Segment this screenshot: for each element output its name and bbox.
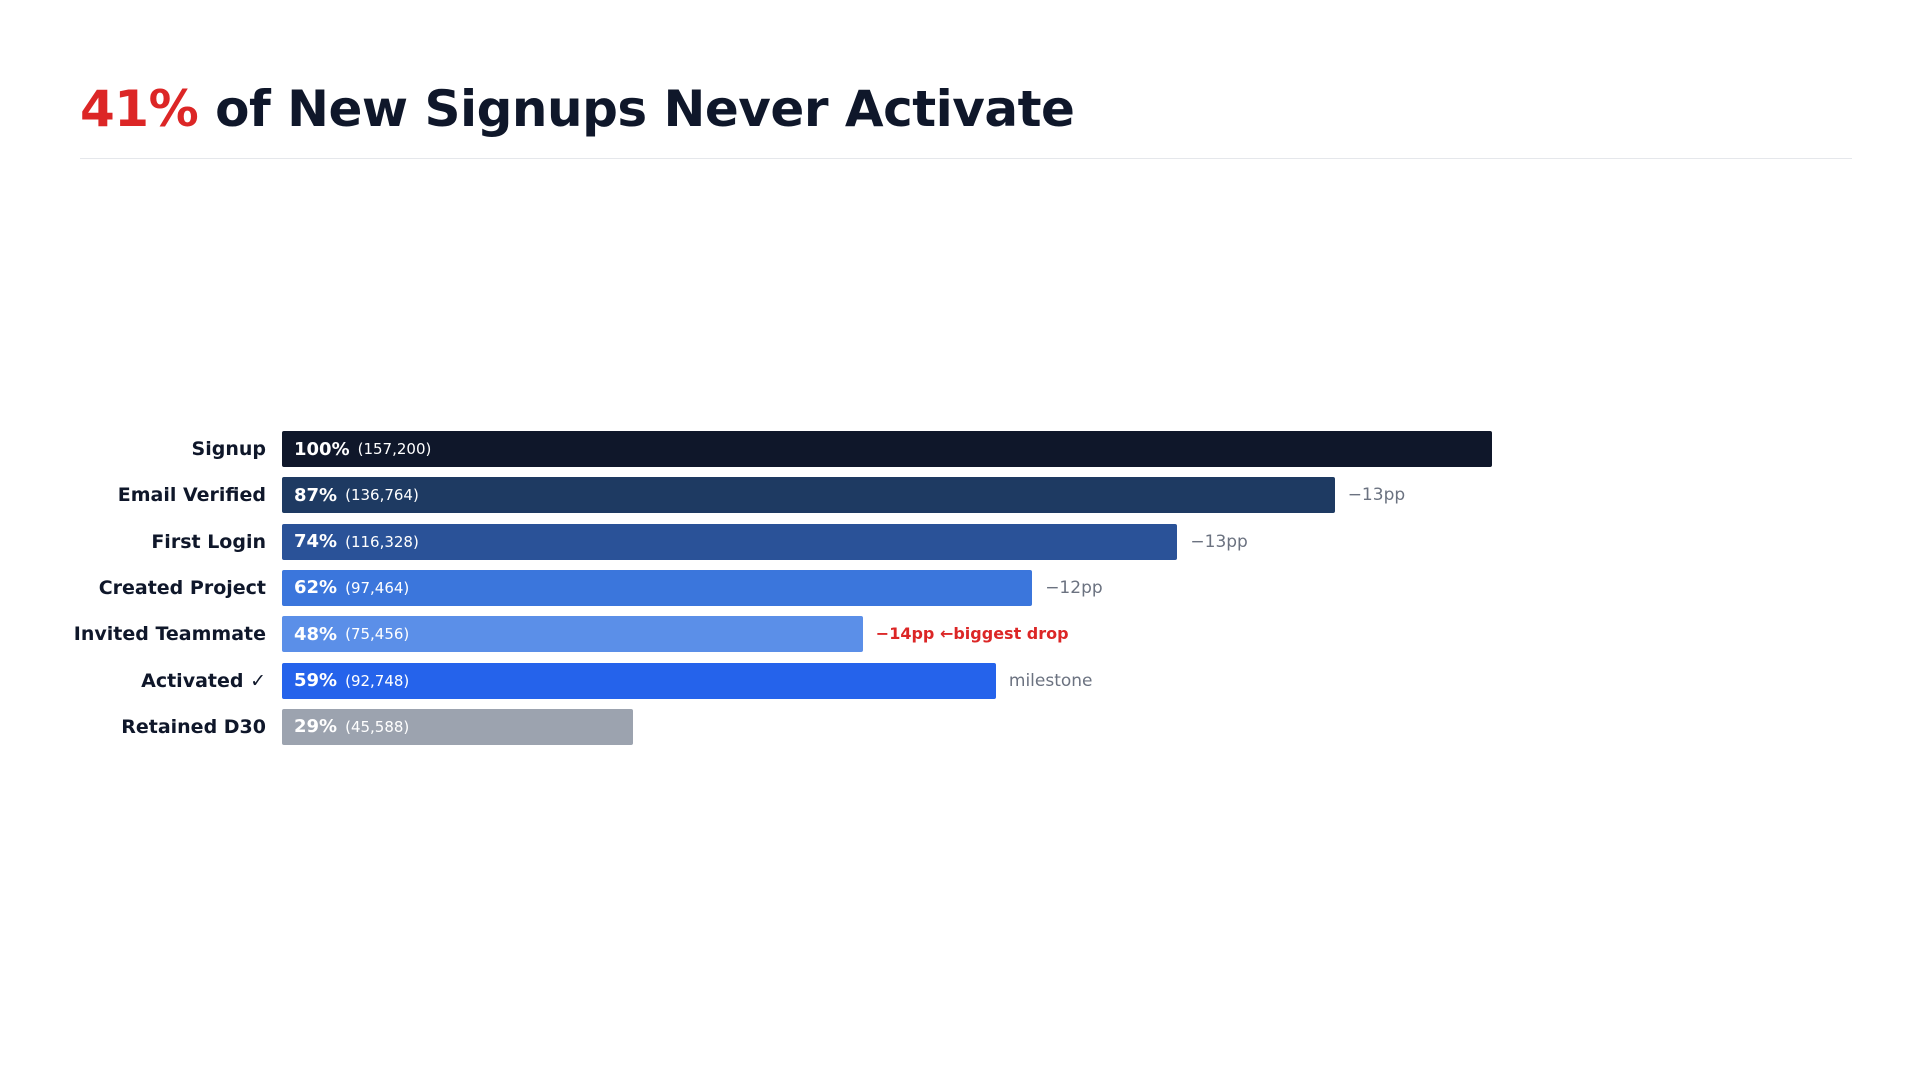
slide-header: 41% of New Signups Never Activate bbox=[80, 76, 1852, 159]
funnel-row: Signup 100% (157,200) bbox=[0, 431, 1920, 467]
delta-label: −12pp bbox=[1045, 577, 1103, 598]
bar-percent-label: 74% bbox=[294, 531, 338, 553]
stage-label: Created Project bbox=[98, 576, 266, 599]
delta-label: milestone bbox=[1008, 670, 1093, 691]
funnel-bar: 100% (157,200) bbox=[282, 431, 1492, 467]
funnel-row: Retained D30 29% (45,588) bbox=[0, 708, 1920, 745]
bar-count-label: (157,200) bbox=[357, 440, 432, 458]
stage-label: Email Verified bbox=[117, 484, 266, 507]
funnel-bar: 87% (136,764) bbox=[282, 477, 1335, 514]
bar-percent-label: 29% bbox=[294, 716, 338, 738]
stage-label: Activated ✓ bbox=[141, 669, 266, 692]
bar-count-label: (75,456) bbox=[345, 625, 410, 644]
stage-label: Signup bbox=[191, 438, 266, 460]
bar-count-label: (45,588) bbox=[345, 717, 410, 736]
stage-label: First Login bbox=[151, 530, 266, 553]
bar-percent-label: 48% bbox=[294, 623, 338, 645]
bar-count-label: (97,464) bbox=[345, 578, 410, 597]
stage-label: Retained D30 bbox=[121, 715, 266, 738]
title-text: of New Signups Never Activate bbox=[198, 80, 1075, 138]
funnel-bar: 48% (75,456) bbox=[282, 616, 863, 653]
biggest-drop-annotation: −14pp ←biggest drop bbox=[875, 624, 1069, 644]
funnel-bar: 59% (92,748) bbox=[282, 662, 996, 699]
funnel-bar: 29% (45,588) bbox=[282, 708, 633, 745]
bar-count-label: (136,764) bbox=[345, 486, 419, 505]
bar-percent-label: 87% bbox=[294, 484, 338, 506]
funnel-bar: 74% (116,328) bbox=[282, 523, 1178, 560]
delta-label: −13pp bbox=[1347, 485, 1406, 506]
bar-percent-label: 62% bbox=[294, 577, 338, 599]
funnel-row: Invited Teammate 48% (75,456) −14pp ←bigges… bbox=[0, 616, 1920, 653]
funnel-row: First Login 74% (116,328) −13pp bbox=[0, 523, 1920, 560]
delta-label: −13pp bbox=[1190, 531, 1248, 552]
bar-count-label: (92,748) bbox=[345, 671, 410, 690]
bar-percent-label: 100% bbox=[294, 438, 350, 460]
stage-label: Invited Teammate bbox=[73, 623, 266, 646]
funnel-row: Activated ✓ 59% (92,748) milestone bbox=[0, 662, 1920, 699]
bar-percent-label: 59% bbox=[294, 670, 338, 691]
funnel-row: Email Verified 87% (136,764) −13pp bbox=[0, 477, 1920, 514]
page-title: 41% of New Signups Never Activate bbox=[80, 76, 1852, 142]
title-accent: 41% bbox=[80, 80, 199, 138]
funnel-row: Created Project 62% (97,464) −12pp bbox=[0, 569, 1920, 606]
bar-count-label: (116,328) bbox=[345, 532, 419, 551]
funnel-bar: 62% (97,464) bbox=[282, 569, 1033, 606]
